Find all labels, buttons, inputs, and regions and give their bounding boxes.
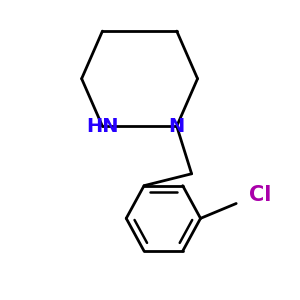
Text: HN: HN: [86, 117, 119, 136]
Text: N: N: [169, 117, 185, 136]
Text: Cl: Cl: [249, 184, 271, 205]
